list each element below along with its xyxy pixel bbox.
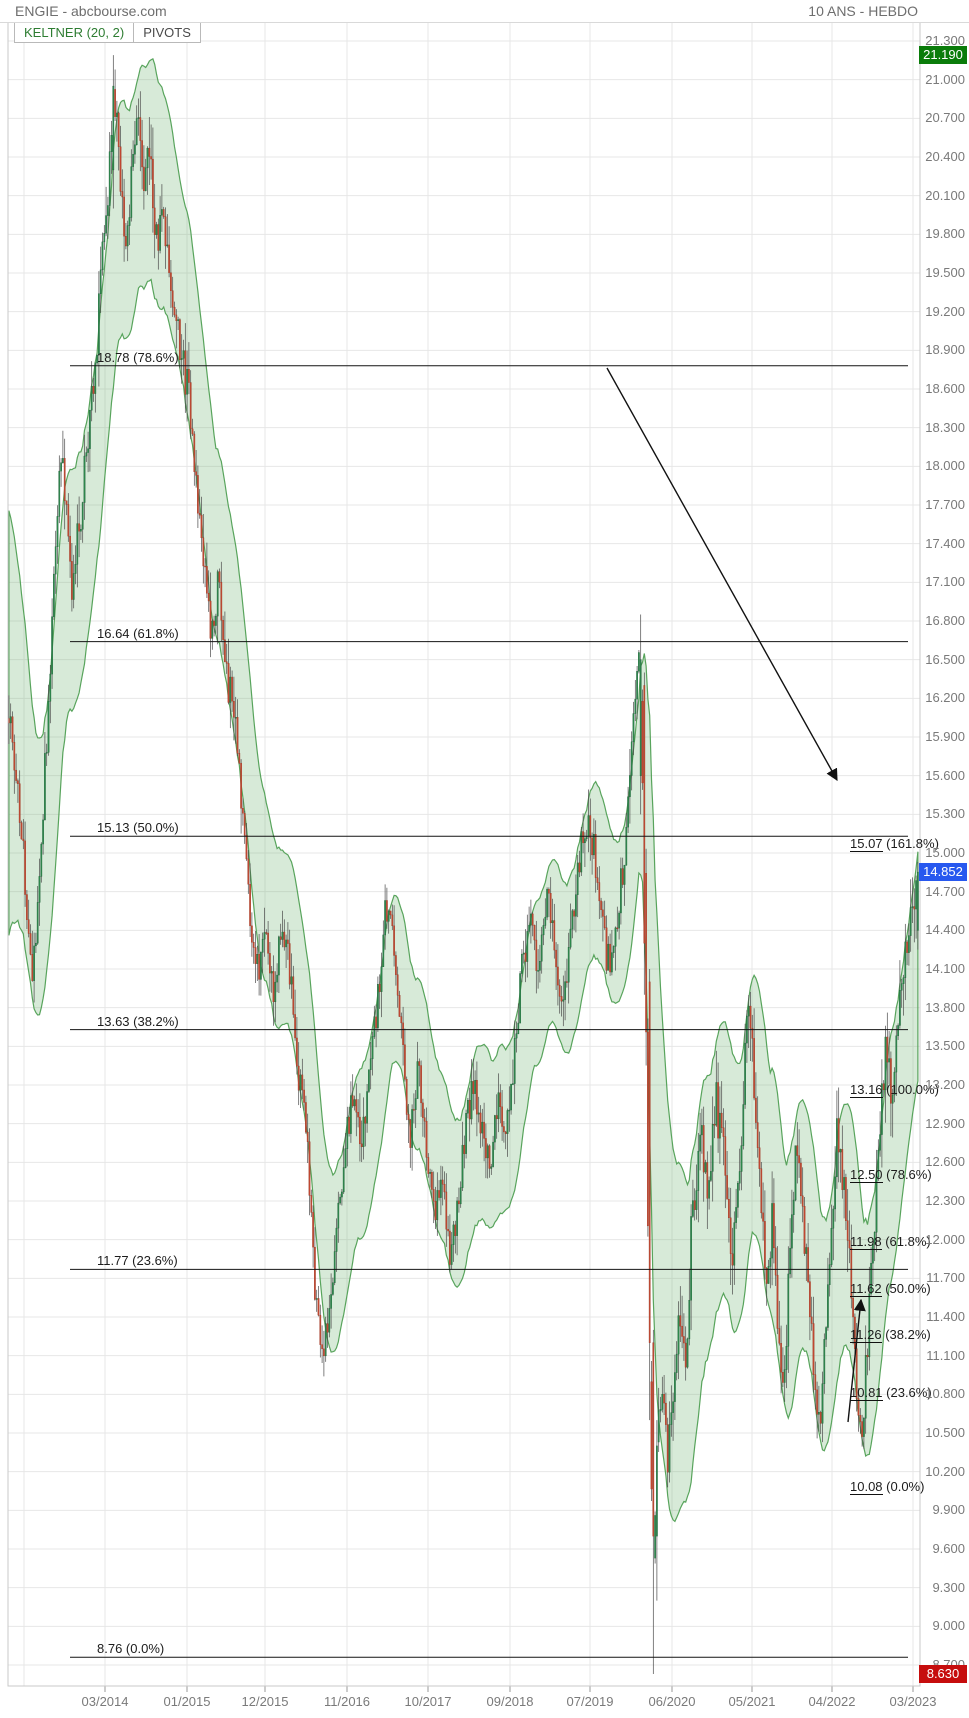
keltner-channel-band bbox=[8, 58, 919, 1523]
candlesticks bbox=[8, 55, 919, 1675]
fib-level-label: 11.77 (23.6%) bbox=[97, 1253, 178, 1269]
price-tick-label: 11.700 bbox=[926, 1270, 965, 1286]
price-tick-label: 18.900 bbox=[925, 342, 965, 358]
price-tick-label: 15.000 bbox=[925, 845, 965, 860]
price-tick-label: 13.800 bbox=[925, 999, 965, 1015]
date-tick-label: 01/2015 bbox=[163, 1694, 211, 1709]
price-tick-label: 13.500 bbox=[925, 1038, 965, 1054]
price-tick-label: 14.400 bbox=[925, 922, 965, 938]
price-tick-label: 18.300 bbox=[925, 419, 965, 435]
price-tick-label: 17.400 bbox=[925, 535, 965, 551]
tab-pivots-indicator[interactable]: PIVOTS bbox=[134, 22, 201, 43]
uptrend-arrow-annotation[interactable] bbox=[847, 1298, 866, 1423]
price-tick-label: 9.900 bbox=[932, 1502, 965, 1518]
pivot-level-price: 11.98 bbox=[850, 1234, 882, 1251]
pivot-level-price: 12.50 bbox=[850, 1167, 883, 1184]
price-tick-label: 15.300 bbox=[925, 806, 965, 822]
price-tick-label: 19.800 bbox=[925, 226, 965, 242]
price-tick-label: 11.400 bbox=[926, 1309, 965, 1324]
pivot-level-label: 10.08 (0.0%) bbox=[850, 1479, 925, 1496]
instrument-title: ENGIE - abcbourse.com bbox=[15, 3, 167, 19]
price-tick-label: 18.000 bbox=[925, 458, 965, 474]
fib-level-label: 18.78 (78.6%) bbox=[97, 349, 179, 365]
price-tick-label: 20.100 bbox=[925, 187, 965, 203]
pivot-level-price: 10.81 bbox=[850, 1385, 883, 1402]
pivot-level-price: 11.62 bbox=[850, 1280, 882, 1297]
pivot-level-label: 11.98 (61.8%) bbox=[850, 1234, 931, 1251]
date-tick-label: 04/2022 bbox=[808, 1694, 856, 1709]
fib-level-label: 15.13 (50.0%) bbox=[97, 820, 179, 836]
price-tick-label: 16.800 bbox=[925, 613, 965, 628]
header: ENGIE - abcbourse.com 10 ANS - HEBDO bbox=[0, 0, 969, 23]
price-tick-label: 12.900 bbox=[925, 1115, 965, 1131]
fib-level-label: 13.63 (38.2%) bbox=[97, 1013, 179, 1029]
price-tick-label: 14.700 bbox=[925, 883, 965, 899]
tab-keltner-indicator[interactable]: KELTNER (20, 2) bbox=[14, 22, 135, 43]
price-tick-label: 19.500 bbox=[925, 265, 965, 280]
price-tick-label: 17.100 bbox=[925, 574, 965, 590]
price-tick-label: 9.000 bbox=[932, 1618, 965, 1634]
date-tick-label: 09/2018 bbox=[486, 1694, 534, 1709]
price-tick-label: 16.500 bbox=[925, 651, 965, 667]
indicator-tabs: KELTNER (20, 2) PIVOTS bbox=[14, 22, 201, 43]
pivot-level-label: 13.16 (100.0%) bbox=[850, 1082, 939, 1099]
price-tick-label: 10.200 bbox=[925, 1463, 965, 1479]
price-tick-label: 20.400 bbox=[925, 149, 965, 164]
price-tick-label: 16.200 bbox=[925, 690, 965, 706]
price-tick-label: 20.700 bbox=[925, 110, 965, 126]
pivot-level-price: 10.08 bbox=[850, 1479, 883, 1496]
pivot-level-price: 15.07 bbox=[850, 835, 883, 852]
date-tick-label: 03/2014 bbox=[81, 1694, 129, 1709]
price-tick-label: 9.300 bbox=[932, 1579, 965, 1595]
fibonacci-lines bbox=[70, 365, 908, 1658]
price-tick-label: 9.600 bbox=[932, 1541, 965, 1556]
pivot-level-label: 11.62 (50.0%) bbox=[850, 1280, 931, 1297]
price-tick-label: 12.600 bbox=[925, 1154, 965, 1170]
price-badge-period-high: 21.190 bbox=[919, 46, 967, 65]
price-tick-label: 17.700 bbox=[925, 497, 965, 512]
price-badge-last-price: 14.852 bbox=[919, 863, 967, 882]
price-tick-label: 19.200 bbox=[925, 303, 965, 319]
date-tick-label: 03/2023 bbox=[889, 1694, 937, 1709]
timeframe-label: 10 ANS - HEBDO bbox=[808, 3, 918, 19]
date-tick-label: 10/2017 bbox=[404, 1694, 452, 1709]
price-tick-label: 15.600 bbox=[925, 767, 965, 783]
price-tick-label: 12.000 bbox=[925, 1231, 965, 1247]
pivot-level-price: 13.16 bbox=[850, 1082, 883, 1099]
pivot-level-price: 11.26 bbox=[850, 1327, 882, 1344]
price-badge-period-low: 8.630 bbox=[919, 1665, 967, 1684]
pivot-level-label: 11.26 (38.2%) bbox=[850, 1327, 931, 1344]
price-tick-label: 13.200 bbox=[925, 1077, 965, 1092]
date-tick-label: 05/2021 bbox=[728, 1694, 776, 1709]
fib-level-label: 8.76 (0.0%) bbox=[97, 1641, 165, 1657]
price-tick-label: 21.000 bbox=[925, 71, 965, 87]
date-tick-label: 06/2020 bbox=[648, 1694, 696, 1709]
fib-level-label: 16.64 (61.8%) bbox=[97, 625, 179, 641]
date-tick-label: 11/2016 bbox=[323, 1694, 371, 1709]
price-tick-label: 21.300 bbox=[925, 33, 965, 48]
downtrend-arrow-annotation[interactable] bbox=[606, 367, 838, 782]
price-tick-label: 11.100 bbox=[926, 1347, 965, 1363]
price-tick-label: 10.800 bbox=[925, 1386, 965, 1402]
date-tick-label: 07/2019 bbox=[566, 1694, 614, 1709]
pivot-level-label: 10.81 (23.6%) bbox=[850, 1385, 932, 1402]
pivot-level-label: 12.50 (78.6%) bbox=[850, 1167, 932, 1184]
pivot-level-label: 15.07 (161.8%) bbox=[850, 835, 939, 852]
price-tick-label: 10.500 bbox=[925, 1425, 965, 1440]
price-tick-label: 15.900 bbox=[925, 729, 965, 744]
date-tick-label: 12/2015 bbox=[241, 1694, 289, 1709]
price-tick-label: 12.300 bbox=[925, 1193, 965, 1208]
price-tick-label: 18.600 bbox=[925, 381, 965, 396]
price-tick-label: 14.100 bbox=[925, 961, 965, 976]
